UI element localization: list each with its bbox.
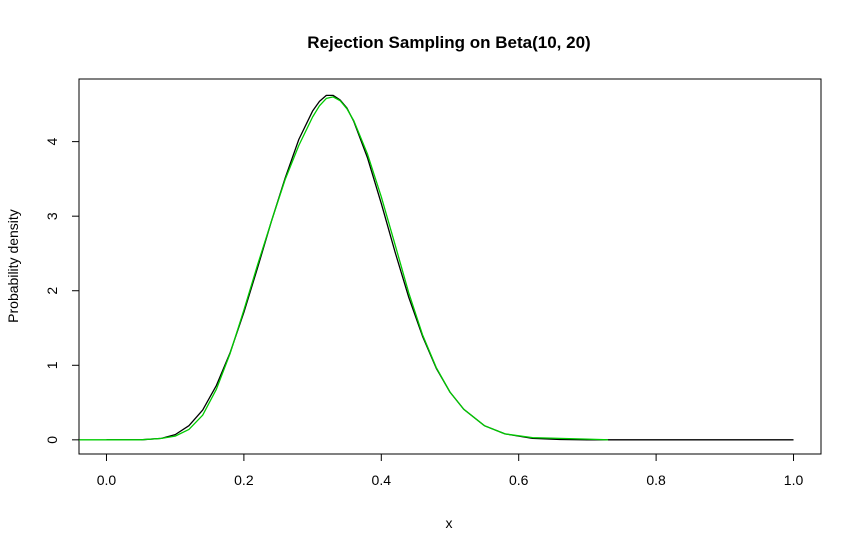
x-tick-label: 0.4 xyxy=(372,472,392,488)
y-tick-label: 0 xyxy=(44,436,60,444)
x-tick-label: 0.0 xyxy=(97,472,117,488)
y-tick-label: 1 xyxy=(44,361,60,369)
x-axis: 0.0 0.2 0.4 0.6 0.8 1.0 xyxy=(97,453,804,488)
series-layer xyxy=(79,94,794,441)
plot-box xyxy=(78,78,822,455)
y-tick-label: 2 xyxy=(44,287,60,295)
x-tick-label: 1.0 xyxy=(784,472,804,488)
y-axis-label: Probability density xyxy=(5,209,21,323)
y-tick-label: 3 xyxy=(44,212,60,220)
y-tick-label: 4 xyxy=(44,138,60,146)
x-tick-label: 0.6 xyxy=(509,472,529,488)
y-axis: 0 1 2 3 4 xyxy=(44,138,80,444)
chart-title: Rejection Sampling on Beta(10, 20) xyxy=(307,33,590,52)
x-axis-label: x xyxy=(446,515,453,531)
x-tick-label: 0.8 xyxy=(646,472,666,488)
series-line-2 xyxy=(79,96,609,441)
series-line-1 xyxy=(106,94,794,441)
x-tick-label: 0.2 xyxy=(234,472,254,488)
